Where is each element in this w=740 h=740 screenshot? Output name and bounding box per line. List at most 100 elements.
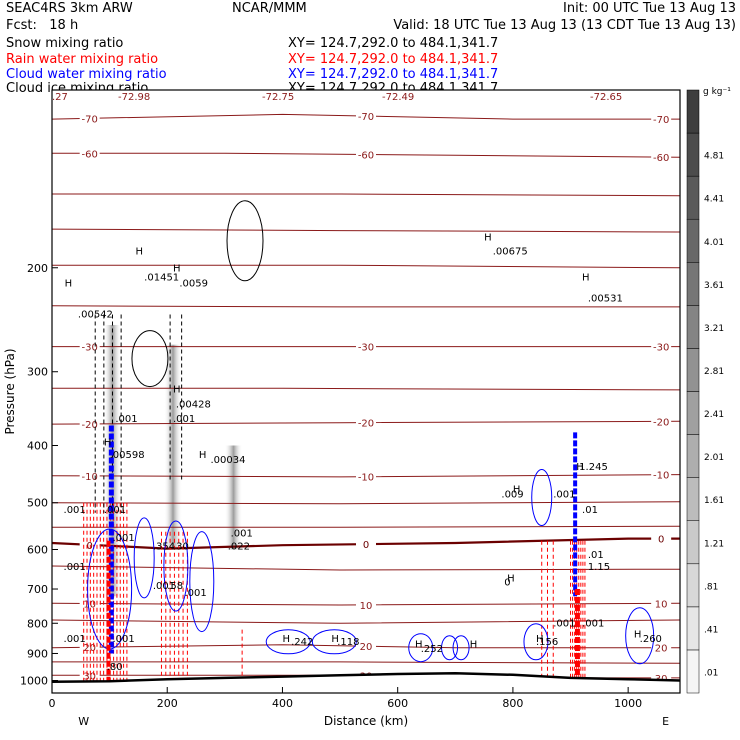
colorbar-level-label: 2.41 [704, 410, 724, 420]
contour-label-bg [356, 538, 376, 550]
temperature-contour-label: -20 [653, 417, 669, 428]
colorbar-bin-13 [686, 132, 700, 177]
temperature-contour-label: 20 [655, 644, 668, 655]
colorbar-level-label: .41 [704, 625, 718, 635]
temperature-contour-label: -60 [82, 149, 98, 160]
extremum-label: .00598 [110, 450, 145, 461]
temperature-contour-8 [52, 387, 681, 391]
header-center: NCAR/MMM [232, 1, 307, 16]
temperature-contour-label: 30 [83, 671, 96, 682]
temperature-contour-label: -70 [653, 115, 669, 126]
field-xy-cloud-water: XY= 124.7,292.0 to 484.1,341.7 [288, 67, 499, 82]
top-temperature-label: -72.75 [262, 92, 294, 103]
extremum-label: .58 [167, 581, 183, 592]
temperature-contour-label: 10 [360, 601, 373, 612]
colorbar-level-label: 2.81 [704, 367, 724, 377]
header-valid: Valid: 18 UTC Tue 13 Aug 13 (13 CDT Tue … [393, 18, 736, 33]
terrain-fill [52, 673, 680, 693]
x-tick-label: 1000 [614, 697, 642, 710]
extremum-label: .242 [291, 637, 313, 648]
extremum-label: H [513, 484, 521, 495]
extremum-label: .001 [553, 618, 575, 629]
extremum-label: .022 [228, 541, 250, 552]
colorbar-bin-4 [686, 520, 700, 565]
temperature-contour-label: 20 [83, 643, 96, 654]
contour-label-bg [79, 669, 100, 681]
y-tick-label: 400 [27, 440, 48, 453]
extremum-label: .156 [536, 637, 558, 648]
temperature-contour-label: -30 [653, 343, 669, 354]
colorbar-level-label: 2.01 [704, 453, 724, 463]
cloud-water-118 [311, 629, 357, 655]
ice-contour-top-2 [226, 200, 264, 282]
contour-label-bg [651, 641, 672, 653]
cloud-water-252 [408, 633, 434, 663]
extremum-label: H [507, 574, 515, 585]
temperature-contour-label: -10 [653, 471, 669, 482]
temperature-contour-11 [51, 501, 681, 505]
extremum-label: 0 [504, 577, 510, 588]
field-name-cloud-water: Cloud water mixing ratio [6, 67, 167, 82]
colorbar-bin-1 [686, 649, 700, 694]
header-left-2: Fcst: 18 h [6, 18, 79, 33]
y-tick-label: 600 [27, 543, 48, 556]
ice-contour-top-1 [131, 330, 169, 388]
y-tick-label: 200 [27, 262, 48, 275]
temperature-contour-10 [51, 474, 681, 478]
y-tick-label: 300 [27, 366, 48, 379]
extremum-label: .00675 [493, 247, 528, 258]
extremum-label: 1.15 [588, 562, 610, 573]
extremum-label: .001 [64, 634, 86, 645]
temperature-contour-label: -60 [358, 151, 374, 162]
contour-label-bg [651, 113, 672, 125]
temperature-contour-label: 10 [83, 599, 96, 610]
colorbar-level-label: .01 [704, 668, 718, 678]
plot-frame [51, 89, 681, 694]
colorbar-bin-10 [686, 262, 700, 306]
extremum-label: 1.245 [579, 462, 608, 473]
header-left-1: SEAC4RS 3km ARW [6, 1, 133, 16]
cloud-water-central [163, 520, 189, 612]
colorbar-unit: g kg⁻¹ [703, 87, 731, 97]
contour-label-bg [356, 640, 376, 652]
colorbar-level-label: 4.81 [704, 152, 724, 162]
extremum-label: .001 [553, 490, 575, 501]
contour-label-bg [79, 597, 100, 609]
extremum-label: .118 [337, 637, 359, 648]
extremum-label: H [173, 384, 181, 395]
extremum-label: .00531 [588, 293, 623, 304]
contour-label-bg [356, 470, 376, 482]
header-init: Init: 00 UTC Tue 13 Aug 13 [563, 1, 736, 16]
contour-label-bg [356, 416, 376, 428]
x-tick-label: 600 [387, 697, 408, 710]
temperature-contour-5 [52, 264, 681, 269]
temperature-contour-label: -20 [358, 419, 374, 430]
extremum-label: .01 [582, 505, 598, 516]
contour-label-bg [356, 340, 376, 352]
temperature-contour-label: 20 [360, 642, 373, 653]
temperature-contour-label: -10 [358, 473, 374, 484]
cloud-water-small-1 [441, 635, 459, 661]
temperature-contour-3 [52, 193, 681, 197]
cloud-water-156 [523, 623, 549, 661]
temperature-contour-18 [52, 661, 681, 664]
extremum-label: H [470, 640, 478, 651]
colorbar-bin-5 [686, 477, 700, 521]
colorbar-bin-3 [686, 563, 700, 608]
temperature-contour-14 [51, 565, 681, 571]
extremum-label: .001 [112, 533, 134, 544]
extremum-label: .01451 [144, 272, 179, 283]
extremum-label: .30 [173, 541, 189, 552]
cloud-water-west-2 [133, 517, 155, 599]
contour-label-bg [79, 417, 100, 429]
extremum-label: .260 [640, 634, 662, 645]
extremum-label: H [536, 634, 544, 645]
x-tick-label: 200 [157, 697, 178, 710]
extremum-label: H [282, 634, 290, 645]
temperature-contour-15 [51, 602, 681, 606]
extremum-label: .01 [588, 550, 604, 561]
contour-label-bg [651, 532, 672, 544]
colorbar-level-label: 1.21 [704, 539, 724, 549]
